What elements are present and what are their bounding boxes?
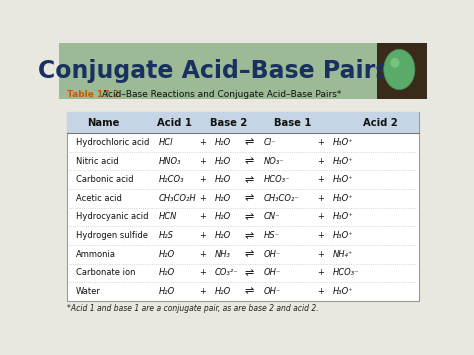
Text: NH₄⁺: NH₄⁺: [332, 250, 353, 259]
Text: H₂S: H₂S: [159, 231, 173, 240]
Ellipse shape: [390, 58, 400, 68]
Text: H₃O⁺: H₃O⁺: [332, 157, 353, 165]
Text: H₃O⁺: H₃O⁺: [332, 231, 353, 240]
Text: H₂O: H₂O: [159, 287, 175, 296]
Text: CN⁻: CN⁻: [264, 213, 281, 222]
Text: +: +: [317, 231, 324, 240]
Text: H₂CO₃: H₂CO₃: [159, 175, 184, 184]
Bar: [59, 43, 427, 99]
Text: ⇌: ⇌: [244, 137, 254, 147]
Text: H₂O: H₂O: [159, 268, 175, 278]
Text: H₂O: H₂O: [215, 175, 231, 184]
Text: +: +: [317, 268, 324, 278]
Text: Name: Name: [87, 118, 119, 128]
Text: Cl⁻: Cl⁻: [264, 138, 277, 147]
Text: +: +: [199, 287, 206, 296]
Text: HCO₃⁻: HCO₃⁻: [332, 268, 359, 278]
Text: +: +: [199, 268, 206, 278]
Text: ⇌: ⇌: [244, 193, 254, 203]
Ellipse shape: [384, 49, 415, 90]
Text: H₂O: H₂O: [159, 250, 175, 259]
Text: +: +: [199, 213, 206, 222]
Text: ⇌: ⇌: [244, 231, 254, 241]
Text: ⇌: ⇌: [244, 156, 254, 166]
Text: HCl: HCl: [159, 138, 173, 147]
Text: +: +: [199, 250, 206, 259]
Text: Conjugate Acid–Base Pairs: Conjugate Acid–Base Pairs: [38, 59, 389, 83]
Text: Hydrogen sulfide: Hydrogen sulfide: [76, 231, 148, 240]
Text: +: +: [317, 157, 324, 165]
Text: Acid 2: Acid 2: [363, 118, 398, 128]
Text: OH⁻: OH⁻: [264, 250, 281, 259]
Text: NH₃: NH₃: [215, 250, 231, 259]
Text: NO₃⁻: NO₃⁻: [264, 157, 284, 165]
Text: Acid–Base Reactions and Conjugate Acid–Base Pairs*: Acid–Base Reactions and Conjugate Acid–B…: [102, 90, 342, 99]
Text: H₃O⁺: H₃O⁺: [332, 213, 353, 222]
Text: OH⁻: OH⁻: [264, 268, 281, 278]
Text: +: +: [317, 287, 324, 296]
Bar: [377, 43, 427, 99]
Text: H₂O: H₂O: [215, 194, 231, 203]
Text: Ammonia: Ammonia: [76, 250, 116, 259]
Text: Nitric acid: Nitric acid: [76, 157, 118, 165]
Text: H₂O: H₂O: [215, 138, 231, 147]
Text: Hydrocyanic acid: Hydrocyanic acid: [76, 213, 149, 222]
Text: CO₃²⁻: CO₃²⁻: [215, 268, 238, 278]
Text: ⇌: ⇌: [244, 268, 254, 278]
Text: H₂O: H₂O: [215, 231, 231, 240]
Text: ⇌: ⇌: [244, 249, 254, 259]
Text: +: +: [317, 194, 324, 203]
Text: Hydrochloric acid: Hydrochloric acid: [76, 138, 149, 147]
Text: HCO₃⁻: HCO₃⁻: [264, 175, 291, 184]
Text: Carbonic acid: Carbonic acid: [76, 175, 134, 184]
Text: Carbonate ion: Carbonate ion: [76, 268, 136, 278]
Text: HCN: HCN: [159, 213, 177, 222]
Text: +: +: [317, 175, 324, 184]
Text: +: +: [199, 194, 206, 203]
Text: +: +: [317, 213, 324, 222]
Text: +: +: [199, 231, 206, 240]
Bar: [67, 112, 419, 133]
Text: *Acid 1 and base 1 are a conjugate pair, as are base 2 and acid 2.: *Acid 1 and base 1 are a conjugate pair,…: [67, 304, 319, 313]
Text: Acetic acid: Acetic acid: [76, 194, 122, 203]
Text: CH₃CO₂⁻: CH₃CO₂⁻: [264, 194, 300, 203]
Text: H₃O⁺: H₃O⁺: [332, 194, 353, 203]
Text: +: +: [199, 157, 206, 165]
Text: H₃O⁺: H₃O⁺: [332, 287, 353, 296]
Text: H₂O: H₂O: [215, 287, 231, 296]
Text: H₃O⁺: H₃O⁺: [332, 138, 353, 147]
Text: Base 2: Base 2: [210, 118, 247, 128]
Text: ⇌: ⇌: [244, 212, 254, 222]
Text: Water: Water: [76, 287, 101, 296]
Text: H₂O: H₂O: [215, 213, 231, 222]
Text: H₃O⁺: H₃O⁺: [332, 175, 353, 184]
Text: HNO₃: HNO₃: [159, 157, 181, 165]
Text: +: +: [199, 138, 206, 147]
Text: OH⁻: OH⁻: [264, 287, 281, 296]
Text: ⇌: ⇌: [244, 286, 254, 296]
Text: Table 17.2: Table 17.2: [67, 90, 119, 99]
Text: +: +: [317, 138, 324, 147]
Text: Base 1: Base 1: [274, 118, 311, 128]
Text: ⇌: ⇌: [244, 175, 254, 185]
Text: Acid 1: Acid 1: [157, 118, 192, 128]
Bar: [67, 112, 419, 301]
Text: +: +: [199, 175, 206, 184]
Text: HS⁻: HS⁻: [264, 231, 280, 240]
Text: +: +: [317, 250, 324, 259]
Text: CH₃CO₂H: CH₃CO₂H: [159, 194, 196, 203]
Text: H₂O: H₂O: [215, 157, 231, 165]
